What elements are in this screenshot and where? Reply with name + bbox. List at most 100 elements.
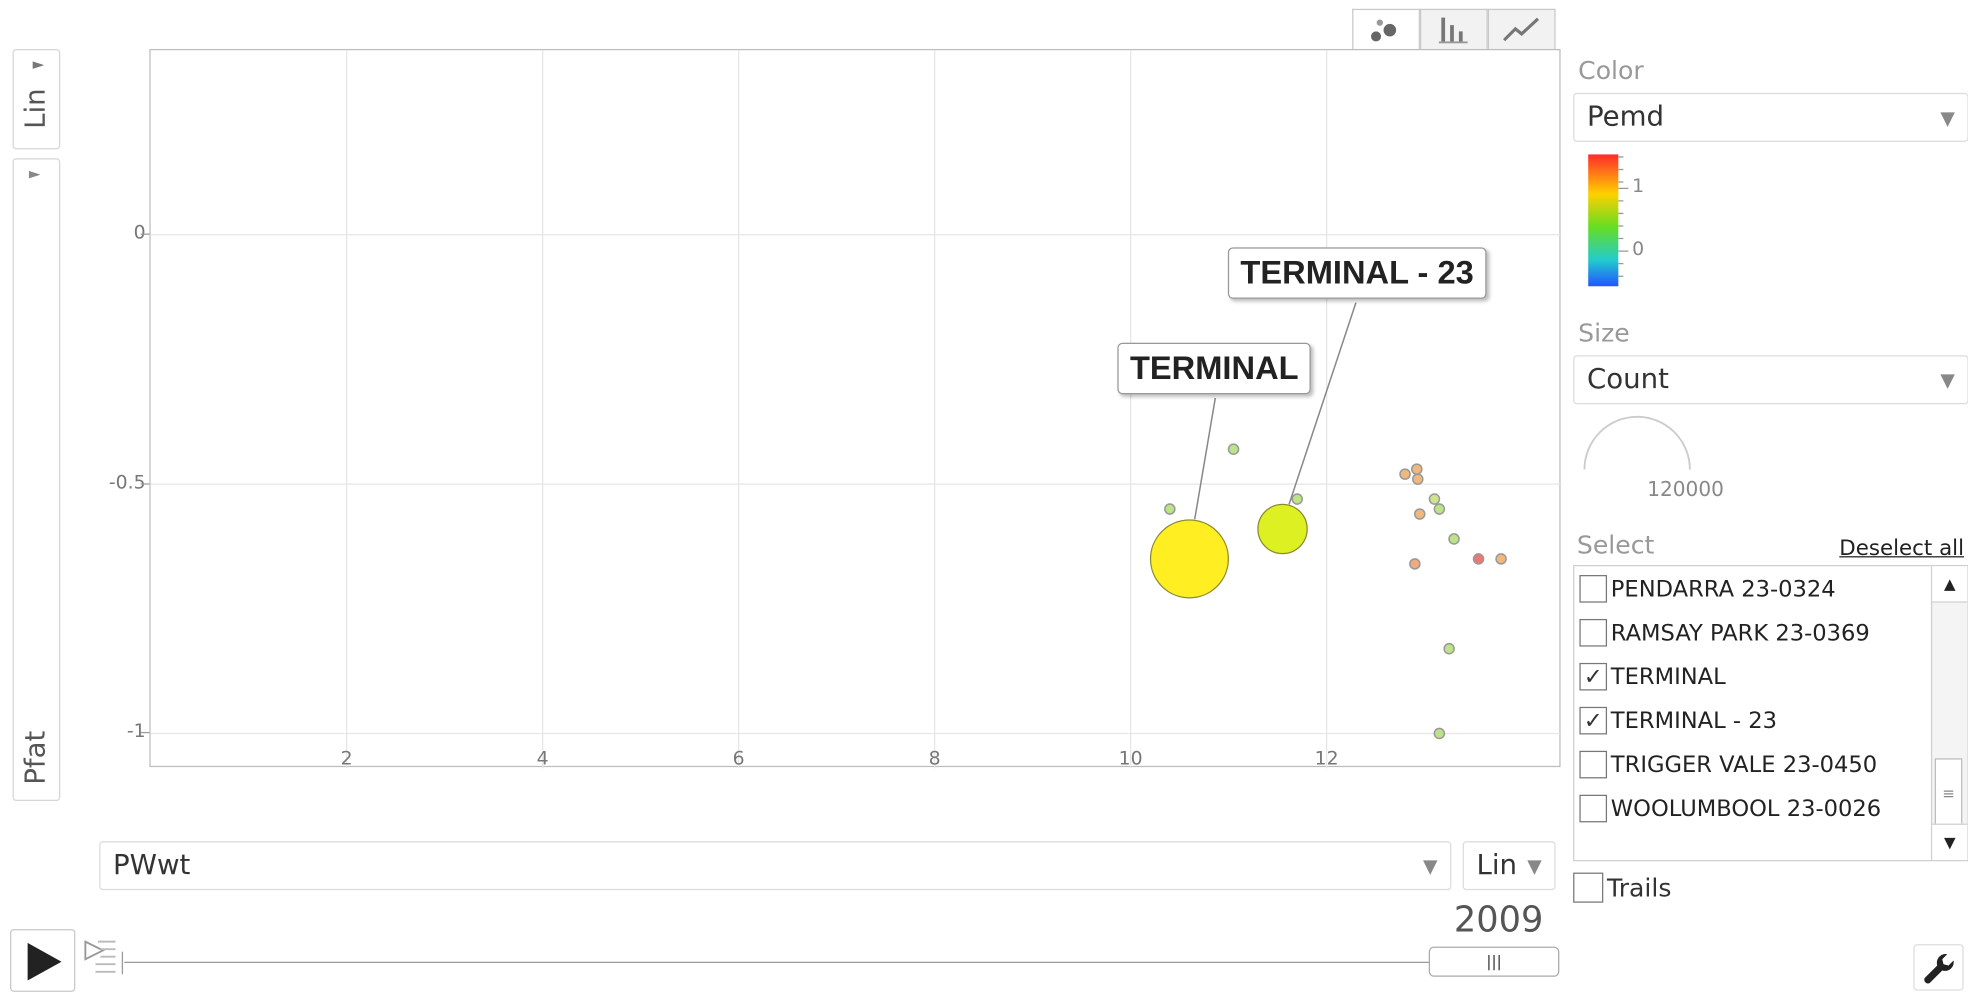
deselect-all-link[interactable]: Deselect all	[1839, 536, 1965, 562]
y-tick-mark	[140, 233, 150, 235]
bubble-point[interactable]	[1291, 493, 1304, 505]
list-item[interactable]: ✓ TERMINAL - 23	[1579, 702, 1777, 740]
list-item-label: TERMINAL - 23	[1610, 707, 1778, 734]
callout-terminal: TERMINAL	[1117, 342, 1312, 395]
bubble-terminal[interactable]	[1149, 519, 1229, 599]
bubble-point[interactable]	[1448, 533, 1460, 545]
x-scale-selector[interactable]: Lin ▼	[1462, 841, 1556, 891]
bubble-chart: 2 4 6 8 10 12	[150, 50, 1562, 769]
list-item-label: PENDARRA 23-0324	[1610, 575, 1836, 603]
bubble-point[interactable]	[1164, 503, 1176, 515]
list-item[interactable]: ✓ TERMINAL	[1579, 658, 1726, 696]
list-item-checkbox[interactable]: ✓	[1579, 706, 1608, 735]
list-item-checkbox[interactable]: ✓	[1579, 662, 1608, 691]
entity-list: PENDARRA 23-0324 RAMSAY PARK 23-0369 ✓ TERM…	[1573, 564, 1968, 862]
select-label: Select	[1576, 529, 1655, 560]
callout-leader-line	[1288, 302, 1357, 505]
tab-bar-chart[interactable]	[1419, 8, 1488, 49]
list-item[interactable]: RAMSAY PARK 23-0369	[1579, 614, 1870, 652]
chevron-down-icon: ▼	[1423, 854, 1438, 878]
bubble-point[interactable]	[1443, 642, 1455, 655]
list-item[interactable]: PENDARRA 23-0324	[1579, 570, 1836, 608]
y-tick-label: -0.5	[108, 470, 146, 493]
x-tick-label: 8	[929, 749, 941, 769]
bubble-point[interactable]	[1472, 553, 1485, 565]
color-legend-min: 0	[1632, 237, 1645, 260]
speed-control-icon[interactable]	[83, 937, 121, 980]
callout-terminal-23: TERMINAL - 23	[1227, 247, 1487, 299]
bubble-point[interactable]	[1428, 493, 1441, 505]
list-item-label: TRIGGER VALE 23-0450	[1610, 751, 1878, 778]
list-item-checkbox[interactable]	[1579, 794, 1608, 823]
y-scale-selector[interactable]: ► Lin	[12, 48, 61, 150]
y-tick-label: -1	[126, 719, 146, 743]
size-value: Count	[1586, 364, 1669, 396]
scroll-down-button[interactable]: ▼	[1932, 823, 1968, 861]
line-chart-icon	[1502, 17, 1540, 41]
trails-label: Trails	[1607, 872, 1672, 903]
color-value: Pemd	[1586, 101, 1665, 134]
y-tick-mark	[140, 482, 150, 485]
bubble-point[interactable]	[1433, 503, 1446, 515]
settings-button[interactable]	[1913, 944, 1964, 991]
callout-leader-line	[1193, 397, 1217, 520]
color-legend-max: 1	[1632, 174, 1645, 198]
list-item[interactable]: TRIGGER VALE 23-0450	[1579, 746, 1877, 784]
x-scale-label: Lin	[1476, 849, 1518, 882]
color-selector[interactable]: Pemd ▼	[1573, 92, 1968, 142]
y-tick-mark	[140, 732, 150, 734]
size-legend	[1583, 415, 1691, 470]
size-legend-value: 120000	[1647, 477, 1724, 501]
list-scrollbar[interactable]: ▲ ≡ ▼	[1930, 566, 1968, 861]
chevron-down-icon: ▼	[1527, 854, 1542, 878]
trails-checkbox[interactable]: Trails	[1573, 872, 1672, 903]
list-item-checkbox[interactable]	[1579, 618, 1608, 647]
chevron-right-icon: ►	[28, 164, 41, 183]
plot-area: 2 4 6 8 10 12	[149, 48, 1562, 769]
slider-start-tick	[121, 951, 124, 975]
x-tick-label: 10	[1119, 749, 1143, 769]
tab-bubble-chart[interactable]	[1352, 8, 1420, 51]
bubble-point[interactable]	[1412, 473, 1424, 485]
bubble-point[interactable]	[1495, 553, 1507, 565]
x-tick-label: 6	[733, 749, 745, 769]
current-year: 2009	[1453, 898, 1544, 941]
scroll-thumb[interactable]: ≡	[1934, 758, 1963, 829]
bubble-point[interactable]	[1433, 727, 1446, 740]
list-item-label: TERMINAL	[1610, 663, 1726, 690]
chevron-down-icon: ▼	[1940, 369, 1955, 392]
tab-line-chart[interactable]	[1487, 8, 1556, 49]
bar-chart-icon	[1438, 16, 1468, 43]
timeline-handle[interactable]: |||	[1428, 946, 1560, 977]
trails-checkbox-box[interactable]	[1573, 872, 1604, 903]
x-tick-label: 2	[341, 749, 353, 769]
chart-type-tabs	[1352, 8, 1556, 51]
list-item-label: WOOLUMBOOL 23-0026	[1610, 795, 1882, 822]
bubble-terminal-23[interactable]	[1257, 503, 1308, 555]
x-tick-label: 12	[1315, 749, 1339, 769]
scroll-up-button[interactable]: ▲	[1932, 566, 1968, 603]
wrench-icon	[1924, 954, 1954, 984]
chevron-right-icon: ►	[32, 55, 45, 73]
timeline-track[interactable]	[124, 961, 1443, 963]
size-selector[interactable]: Count ▼	[1573, 355, 1968, 405]
size-label: Size	[1578, 317, 1630, 348]
x-variable-selector[interactable]: PWwt ▼	[99, 841, 1452, 891]
bubble-point[interactable]	[1399, 468, 1411, 480]
chevron-down-icon: ▼	[1940, 106, 1955, 130]
color-legend	[1588, 154, 1629, 287]
y-variable-selector[interactable]: ► Pfat	[12, 158, 61, 802]
bubble-icon	[1371, 19, 1397, 42]
x-tick-label: 4	[537, 749, 549, 769]
list-item-checkbox[interactable]	[1579, 575, 1608, 603]
list-item-label: RAMSAY PARK 23-0369	[1610, 619, 1870, 646]
bubble-point[interactable]	[1413, 508, 1426, 520]
bubble-point[interactable]	[1409, 558, 1421, 570]
grip-icon: |||	[1486, 952, 1502, 971]
bubble-point[interactable]	[1227, 443, 1240, 455]
list-item[interactable]: WOOLUMBOOL 23-0026	[1579, 790, 1881, 828]
play-button[interactable]	[10, 929, 76, 992]
list-item-checkbox[interactable]	[1579, 750, 1608, 779]
x-variable-label: PWwt	[112, 849, 191, 882]
